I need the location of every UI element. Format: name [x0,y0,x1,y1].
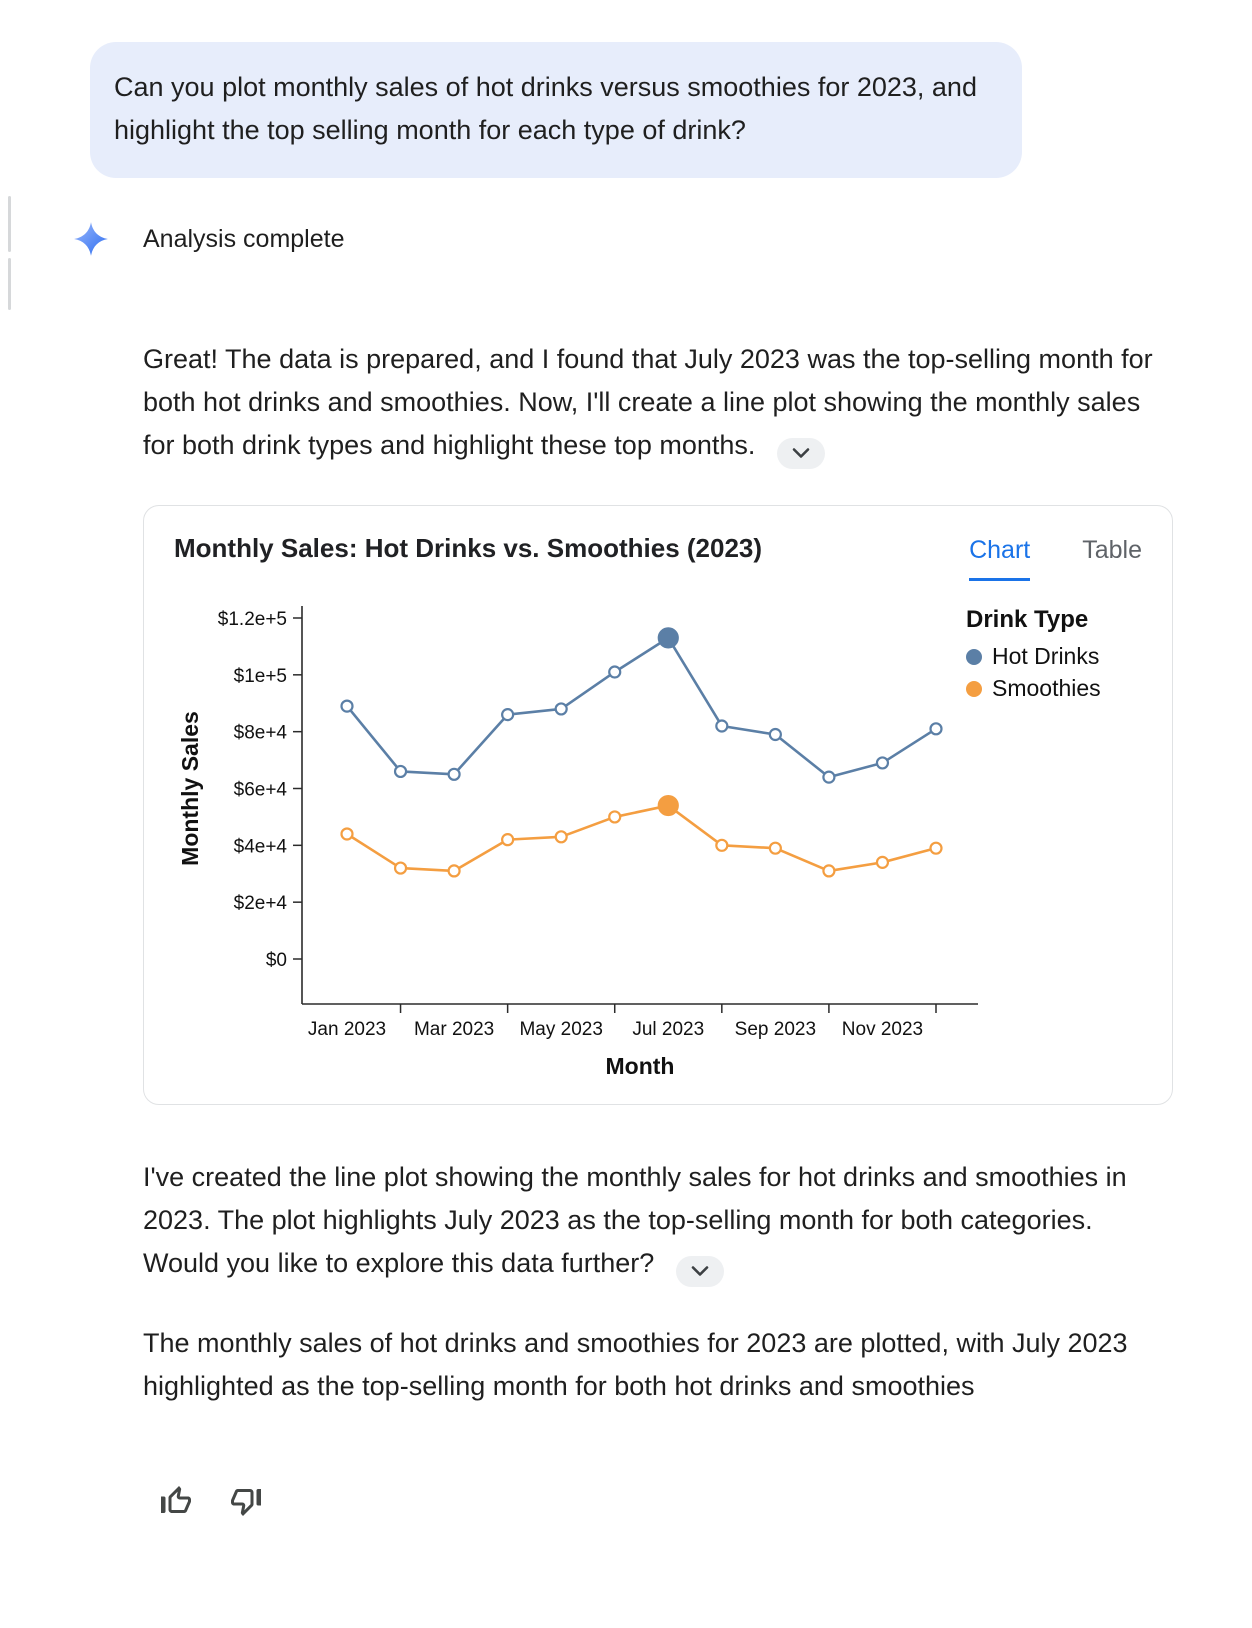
svg-text:May 2023: May 2023 [519,1019,602,1040]
scroll-indicator[interactable] [8,196,11,252]
svg-text:$1e+5: $1e+5 [234,666,287,687]
feedback-row [156,1482,266,1522]
chart-legend: Drink Type Hot Drinks Smoothies [966,606,1148,707]
user-message-bubble: Can you plot monthly sales of hot drinks… [90,42,1022,178]
chart-title: Monthly Sales: Hot Drinks vs. Smoothies … [174,533,763,563]
assistant-followup-paragraph: I've created the line plot showing the m… [143,1156,1159,1287]
sparkle-icon [72,220,110,258]
chart-legend-items: Hot Drinks Smoothies [966,643,1148,702]
svg-text:Sep 2023: Sep 2023 [735,1019,816,1040]
svg-text:Monthly Sales: Monthly Sales [177,711,203,866]
expand-details-button[interactable] [675,1255,724,1287]
legend-swatch [966,680,982,697]
thumbs-up-button[interactable] [156,1482,196,1522]
svg-text:$2e+4: $2e+4 [234,893,288,914]
assistant-summary-text: The monthly sales of hot drinks and smoo… [143,1328,1128,1401]
assistant-intro-text: Great! The data is prepared, and I found… [143,344,1153,460]
svg-text:Jul 2023: Jul 2023 [632,1019,704,1040]
user-message-text: Can you plot monthly sales of hot drinks… [114,72,977,145]
svg-text:Jan 2023: Jan 2023 [308,1019,386,1040]
tab-table[interactable]: Table [1082,536,1142,564]
svg-text:Mar 2023: Mar 2023 [414,1019,494,1040]
chart-card: Monthly Sales: Hot Drinks vs. Smoothies … [143,505,1173,1105]
analysis-status-row: Analysis complete [72,220,344,258]
chart-view-tabs: Chart Table [969,536,1142,581]
legend-label: Hot Drinks [992,643,1100,669]
svg-text:Nov 2023: Nov 2023 [842,1019,923,1040]
analysis-status-label: Analysis complete [143,224,345,253]
svg-text:$6e+4: $6e+4 [234,780,288,801]
line-chart: $0 $2e+4 $4e+4 $6e+4 $8e+4 $1e+5 $1.2e+5 Jan 20… [177,606,978,1079]
svg-text:Month: Month [606,1053,675,1079]
expand-details-button[interactable] [776,437,825,469]
tab-chart[interactable]: Chart [969,536,1031,581]
legend-label: Smoothies [992,675,1101,701]
svg-text:$0: $0 [266,950,287,971]
legend-swatch [966,648,982,665]
chevron-down-icon [690,1265,710,1277]
thumbs-down-button[interactable] [226,1482,266,1522]
chevron-down-icon [791,447,811,459]
legend-item-smoothies[interactable]: Smoothies [966,675,1148,702]
assistant-intro-paragraph: Great! The data is prepared, and I found… [143,338,1159,469]
thumbs-up-icon [158,1483,194,1519]
svg-text:$1.2e+5: $1.2e+5 [218,609,287,630]
assistant-followup-text: I've created the line plot showing the m… [143,1162,1127,1278]
assistant-summary-paragraph: The monthly sales of hot drinks and smoo… [143,1322,1159,1408]
svg-text:$4e+4: $4e+4 [234,836,288,857]
legend-title: Drink Type [966,606,1089,633]
svg-text:$8e+4: $8e+4 [234,723,288,744]
scroll-indicator[interactable] [8,258,11,310]
thumbs-down-icon [228,1483,264,1519]
legend-item-hot-drinks[interactable]: Hot Drinks [966,643,1148,670]
